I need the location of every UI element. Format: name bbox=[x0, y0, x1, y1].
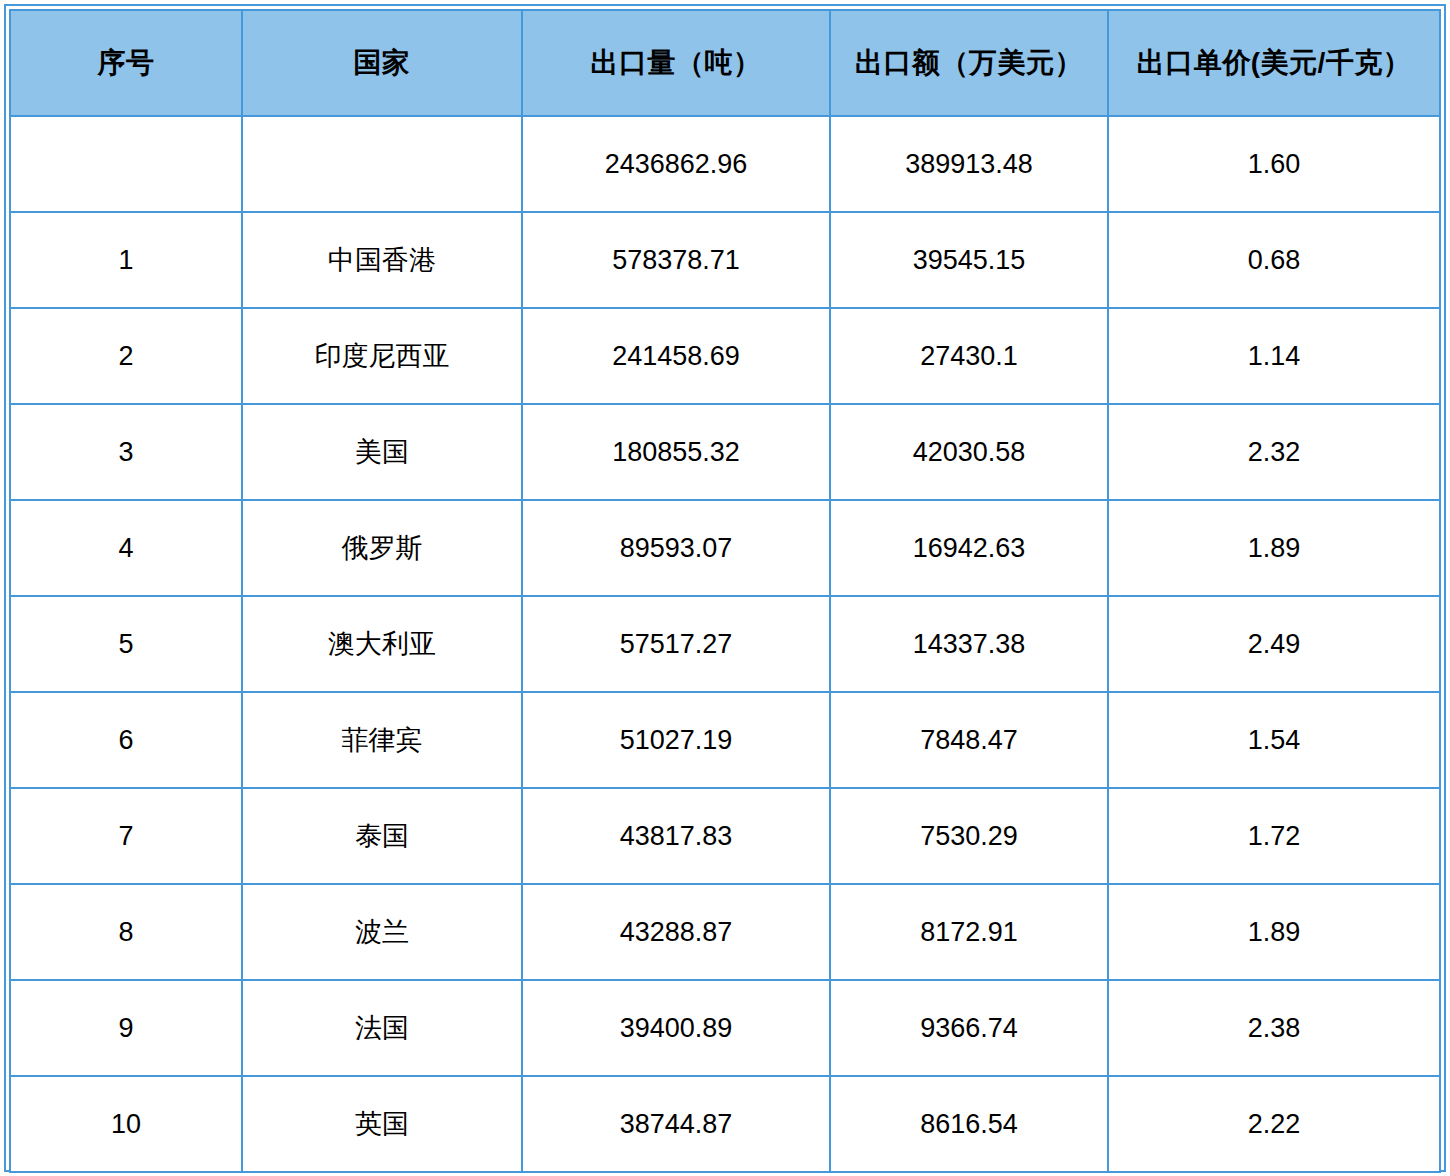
cell-volume: 43817.83 bbox=[522, 788, 830, 884]
cell-serial: 5 bbox=[10, 596, 242, 692]
cell-volume: 241458.69 bbox=[522, 308, 830, 404]
cell-value: 42030.58 bbox=[830, 404, 1108, 500]
table-header-row: 序号 国家 出口量（吨） 出口额（万美元） 出口单价(美元/千克） bbox=[10, 10, 1440, 116]
table-row: 7 泰国 43817.83 7530.29 1.72 bbox=[10, 788, 1440, 884]
cell-volume: 89593.07 bbox=[522, 500, 830, 596]
cell-serial: 3 bbox=[10, 404, 242, 500]
col-header-value: 出口额（万美元） bbox=[830, 10, 1108, 116]
cell-value: 39545.15 bbox=[830, 212, 1108, 308]
cell-volume: 43288.87 bbox=[522, 884, 830, 980]
col-header-unit-price: 出口单价(美元/千克） bbox=[1108, 10, 1440, 116]
cell-price: 1.89 bbox=[1108, 884, 1440, 980]
cell-serial: 1 bbox=[10, 212, 242, 308]
cell-price: 0.68 bbox=[1108, 212, 1440, 308]
table-row: 2 印度尼西亚 241458.69 27430.1 1.14 bbox=[10, 308, 1440, 404]
table-outer-border: 序号 国家 出口量（吨） 出口额（万美元） 出口单价(美元/千克） 243686… bbox=[4, 4, 1446, 1172]
cell-price: 2.32 bbox=[1108, 404, 1440, 500]
cell-price: 1.54 bbox=[1108, 692, 1440, 788]
table-row: 1 中国香港 578378.71 39545.15 0.68 bbox=[10, 212, 1440, 308]
table-row: 3 美国 180855.32 42030.58 2.32 bbox=[10, 404, 1440, 500]
cell-price: 1.72 bbox=[1108, 788, 1440, 884]
cell-price: 1.60 bbox=[1108, 116, 1440, 212]
cell-country: 美国 bbox=[242, 404, 522, 500]
cell-value: 9366.74 bbox=[830, 980, 1108, 1076]
col-header-serial: 序号 bbox=[10, 10, 242, 116]
table-row: 10 英国 38744.87 8616.54 2.22 bbox=[10, 1076, 1440, 1172]
cell-price: 2.49 bbox=[1108, 596, 1440, 692]
cell-country: 澳大利亚 bbox=[242, 596, 522, 692]
cell-price: 2.22 bbox=[1108, 1076, 1440, 1172]
cell-serial: 6 bbox=[10, 692, 242, 788]
cell-price: 2.38 bbox=[1108, 980, 1440, 1076]
cell-value: 389913.48 bbox=[830, 116, 1108, 212]
cell-price: 1.14 bbox=[1108, 308, 1440, 404]
table-row: 5 澳大利亚 57517.27 14337.38 2.49 bbox=[10, 596, 1440, 692]
table-row: 8 波兰 43288.87 8172.91 1.89 bbox=[10, 884, 1440, 980]
cell-country: 波兰 bbox=[242, 884, 522, 980]
col-header-volume: 出口量（吨） bbox=[522, 10, 830, 116]
cell-country bbox=[242, 116, 522, 212]
cell-volume: 38744.87 bbox=[522, 1076, 830, 1172]
cell-country: 印度尼西亚 bbox=[242, 308, 522, 404]
cell-value: 27430.1 bbox=[830, 308, 1108, 404]
cell-volume: 51027.19 bbox=[522, 692, 830, 788]
table-row: 6 菲律宾 51027.19 7848.47 1.54 bbox=[10, 692, 1440, 788]
cell-serial: 8 bbox=[10, 884, 242, 980]
cell-serial bbox=[10, 116, 242, 212]
cell-value: 7530.29 bbox=[830, 788, 1108, 884]
export-table: 序号 国家 出口量（吨） 出口额（万美元） 出口单价(美元/千克） 243686… bbox=[9, 9, 1441, 1173]
cell-serial: 9 bbox=[10, 980, 242, 1076]
cell-value: 8172.91 bbox=[830, 884, 1108, 980]
cell-serial: 2 bbox=[10, 308, 242, 404]
cell-volume: 180855.32 bbox=[522, 404, 830, 500]
cell-volume: 39400.89 bbox=[522, 980, 830, 1076]
cell-country: 中国香港 bbox=[242, 212, 522, 308]
col-header-country: 国家 bbox=[242, 10, 522, 116]
cell-volume: 578378.71 bbox=[522, 212, 830, 308]
cell-country: 泰国 bbox=[242, 788, 522, 884]
cell-country: 菲律宾 bbox=[242, 692, 522, 788]
cell-country: 英国 bbox=[242, 1076, 522, 1172]
cell-serial: 7 bbox=[10, 788, 242, 884]
cell-value: 7848.47 bbox=[830, 692, 1108, 788]
cell-value: 16942.63 bbox=[830, 500, 1108, 596]
cell-value: 14337.38 bbox=[830, 596, 1108, 692]
cell-serial: 4 bbox=[10, 500, 242, 596]
cell-value: 8616.54 bbox=[830, 1076, 1108, 1172]
cell-country: 俄罗斯 bbox=[242, 500, 522, 596]
cell-country: 法国 bbox=[242, 980, 522, 1076]
cell-price: 1.89 bbox=[1108, 500, 1440, 596]
table-row: 4 俄罗斯 89593.07 16942.63 1.89 bbox=[10, 500, 1440, 596]
cell-serial: 10 bbox=[10, 1076, 242, 1172]
table-row-total: 2436862.96 389913.48 1.60 bbox=[10, 116, 1440, 212]
cell-volume: 2436862.96 bbox=[522, 116, 830, 212]
cell-volume: 57517.27 bbox=[522, 596, 830, 692]
table-row: 9 法国 39400.89 9366.74 2.38 bbox=[10, 980, 1440, 1076]
